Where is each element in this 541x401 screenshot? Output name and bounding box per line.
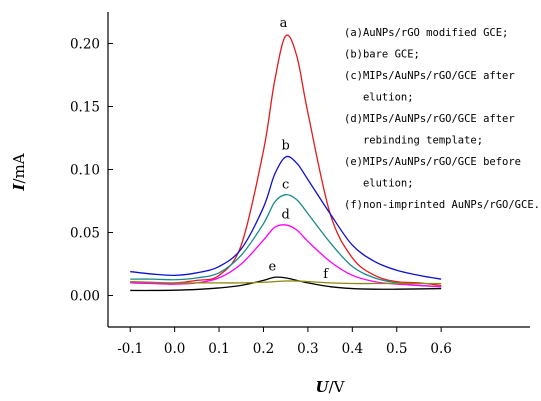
legend-line: (c)MIPs/AuNPs/rGO/GCE after [344, 70, 515, 82]
ticks: 0.00 0.05 0.10 0.15 0.20 -0.1 0.0 0.1 0.2 0.3 0.4 0… [70, 37, 452, 358]
y-axis-unit: /mA [10, 153, 28, 183]
x-tick-label: -0.1 [117, 341, 143, 357]
curve-label-a: a [280, 16, 288, 31]
legend-line: elution; [344, 178, 414, 190]
x-tick-label: 0.2 [253, 341, 274, 357]
legend: (a)AuNPs/rGO modified GCE; (b)bare GCE; (c… [344, 27, 540, 211]
curve-label-b: b [282, 138, 290, 153]
series-b-line [130, 155, 442, 280]
x-tick-label: 0.5 [386, 341, 407, 357]
series-a-line [130, 34, 442, 287]
x-tick-label: 0.0 [164, 341, 185, 357]
series-f-line [130, 280, 442, 285]
y-axis-var: I [10, 183, 28, 192]
legend-line: (a)AuNPs/rGO modified GCE; [344, 27, 508, 39]
x-tick-label: 0.3 [297, 341, 318, 357]
y-tick-label: 0.15 [70, 100, 100, 116]
series-c-line [130, 194, 442, 288]
legend-line: (e)MIPs/AuNPs/rGO/GCE before [344, 156, 521, 168]
curve-label-d: d [282, 208, 290, 223]
curve-labels: a b c d e f [269, 16, 330, 282]
curve-label-e: e [269, 259, 277, 274]
legend-line: (f)non-imprinted AuNPs/rGO/GCE. [344, 199, 540, 211]
curve-label-f: f [323, 267, 329, 282]
y-axis-title: I/mA [10, 153, 28, 191]
x-axis-unit: /V [329, 378, 346, 396]
curve-label-c: c [282, 177, 289, 192]
y-tick-label: 0.20 [70, 37, 100, 53]
y-tick-label: 0.05 [70, 226, 100, 242]
series-e-line [130, 276, 442, 292]
legend-line: (b)bare GCE; [344, 49, 420, 61]
legend-line: (d)MIPs/AuNPs/rGO/GCE after [344, 113, 515, 125]
curves [130, 34, 442, 292]
y-tick-label: 0.10 [70, 163, 100, 179]
legend-line: elution; [344, 92, 414, 104]
legend-line: rebinding template; [344, 135, 483, 147]
x-tick-label: 0.1 [208, 341, 229, 357]
x-tick-label: 0.6 [430, 341, 451, 357]
y-tick-label: 0.00 [70, 289, 100, 305]
x-axis-title: U/V [316, 378, 346, 396]
x-axis-var: U [316, 378, 330, 396]
x-tick-label: 0.4 [342, 341, 363, 357]
series-d-line [130, 224, 442, 288]
